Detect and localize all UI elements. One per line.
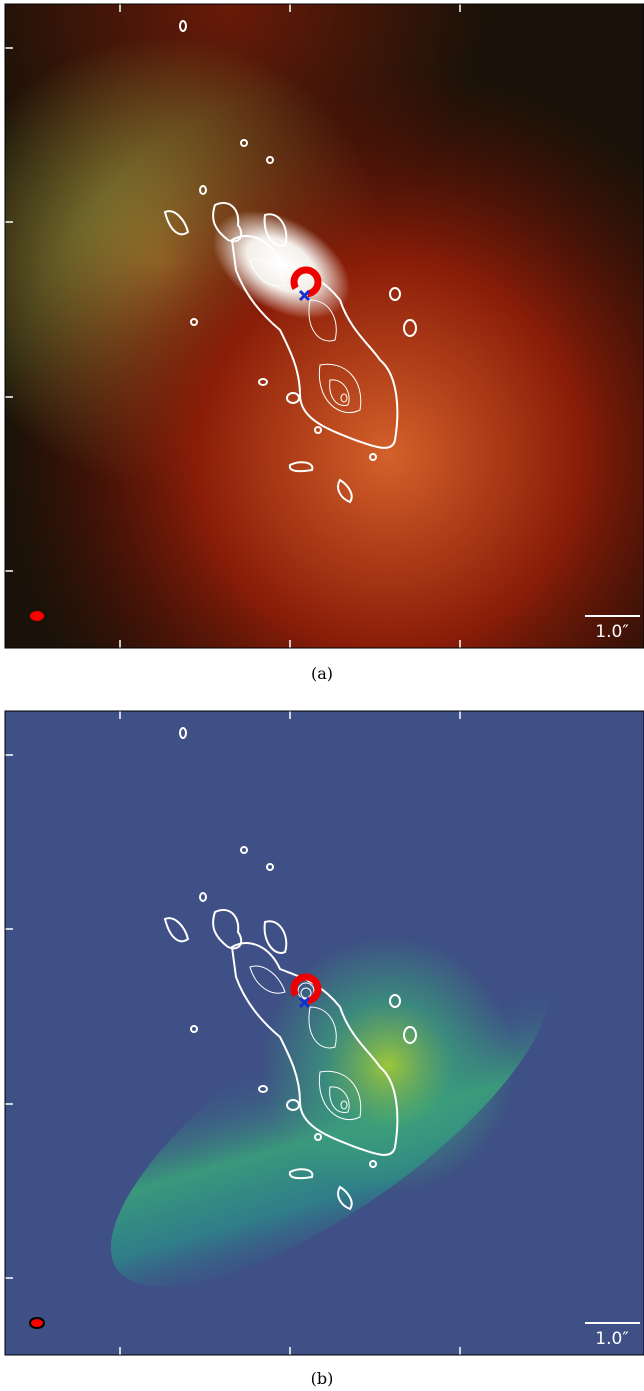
scale-bar-label: 1.0″ bbox=[595, 622, 628, 642]
panel-b: 1.0″ bbox=[5, 711, 644, 1355]
caption: (a) bbox=[0, 664, 644, 683]
page: 1.0″ 1.0″ (a) (b) (() => { const data bbox=[0, 0, 644, 1391]
figure: 1.0″ 1.0″ bbox=[0, 0, 644, 1391]
caption: (b) bbox=[0, 1369, 644, 1388]
scale-bar-label: 1.0″ bbox=[595, 1329, 628, 1349]
panel-a: 1.0″ bbox=[5, 4, 644, 648]
